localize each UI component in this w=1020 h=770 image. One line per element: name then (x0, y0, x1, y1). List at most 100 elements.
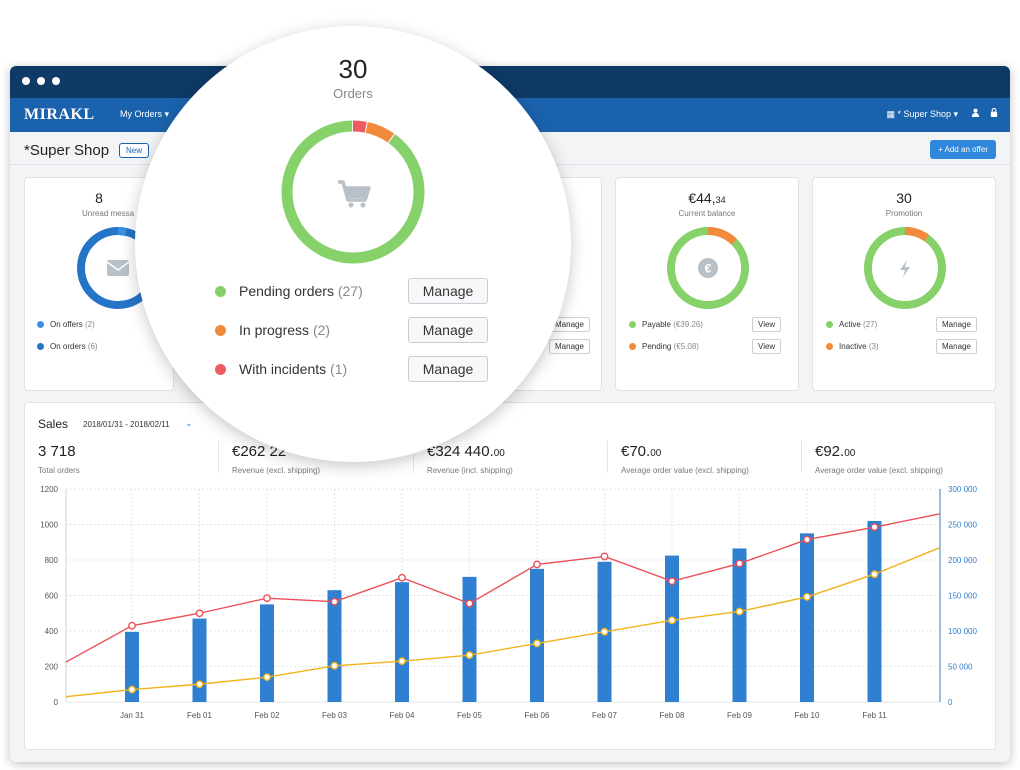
chart-bar (732, 548, 747, 702)
x-tick-label: Feb 10 (795, 711, 820, 720)
y-tick-label: 1200 (40, 485, 58, 494)
chart-bar (395, 582, 409, 702)
x-tick-label: Feb 06 (525, 711, 550, 720)
nav-my-orders[interactable]: My Orders ▾ (120, 109, 170, 119)
manage-inactive-button[interactable]: Manage (936, 339, 977, 354)
red-series-point (263, 594, 271, 603)
chevron-down-icon[interactable]: ⌄ (185, 418, 193, 428)
envelope-icon (106, 260, 130, 276)
messages-count: 8 (95, 190, 103, 206)
legend-dot (215, 286, 226, 297)
promotion-donut (864, 227, 946, 309)
x-tick-label: Feb 05 (457, 711, 482, 720)
orders-count: 30 (338, 54, 368, 84)
status-badge-new: New (119, 143, 150, 158)
legend-inactive: Inactive (3) (826, 342, 879, 351)
promotion-card: 30 Promotion Active (27) Inactive (3) Ma… (812, 177, 996, 391)
view-pending-button[interactable]: View (752, 339, 782, 354)
cart-icon (338, 180, 371, 208)
legend-payable: Payable (€39.26) (629, 320, 703, 329)
legend-dot (215, 364, 226, 375)
kpi-divider (801, 441, 802, 473)
legend-dot (215, 325, 226, 336)
orders-donut-ring (281, 120, 425, 264)
red-series-point (128, 621, 136, 630)
yellow-series-point (330, 661, 339, 670)
yellow-series-point (533, 639, 541, 648)
y-tick-label: 400 (45, 627, 59, 636)
red-series-point (533, 560, 541, 569)
yellow-series-point (870, 570, 879, 579)
yellow-series-point (735, 607, 744, 616)
x-tick-label: Feb 02 (255, 711, 280, 720)
x-tick-label: Jan 31 (120, 711, 145, 720)
mirakl-logo[interactable]: MIRAKL (24, 106, 95, 123)
promotion-value: 30 (896, 190, 912, 206)
y2-tick-label: 0 (948, 698, 953, 707)
legend-active: Active (27) (826, 320, 877, 329)
y-tick-label: 200 (45, 663, 59, 672)
legend-dot (37, 321, 44, 328)
red-series-point (668, 577, 676, 586)
y-tick-label: 800 (45, 556, 59, 565)
kpi-revenue-excl: €262 22 Revenue (excl. shipping) (232, 443, 321, 475)
x-tick-label: Feb 07 (592, 711, 617, 720)
red-series-point (398, 573, 406, 582)
window-minimize-dot[interactable] (37, 77, 45, 85)
kpi-aov-2: €92.00 Average order value (excl. shippi… (815, 443, 943, 475)
orders-magnifier: 30 Orders Pending orders (27) Manage In … (135, 26, 571, 462)
x-tick-label: Feb 09 (727, 711, 752, 720)
y2-tick-label: 200 000 (948, 556, 977, 565)
balance-donut: € (667, 227, 749, 309)
kpi-aov-1: €70.00 Average order value (excl. shippi… (621, 443, 749, 475)
lightning-icon (900, 260, 910, 277)
add-offer-button[interactable]: + Add an offer (930, 140, 996, 159)
sales-title: Sales (38, 417, 69, 431)
legend-pending-orders: Pending orders (27) (215, 283, 363, 299)
view-payable-button[interactable]: View (752, 317, 782, 332)
chart-bar (462, 576, 477, 702)
legend-on-orders: On orders (6) (37, 342, 98, 351)
y2-tick-label: 300 000 (948, 485, 977, 494)
chart-bar (530, 568, 544, 702)
red-series-point (195, 609, 204, 618)
yellow-series-point (398, 657, 406, 666)
lock-icon[interactable] (990, 107, 998, 119)
y2-tick-label: 100 000 (948, 627, 977, 636)
chart-bar (867, 520, 882, 702)
red-series-point (735, 559, 744, 568)
chart-bar (192, 618, 207, 702)
manage-pending-orders-button[interactable]: Manage (408, 278, 488, 304)
x-tick-label: Feb 04 (390, 711, 415, 720)
red-series-point (600, 552, 609, 561)
orders-donut-slice-0 (281, 120, 425, 264)
yellow-series-point (668, 616, 676, 625)
y2-tick-label: 150 000 (948, 592, 977, 601)
red-series-point (870, 523, 879, 532)
window-close-dot[interactable] (22, 77, 30, 85)
sales-card: Sales 2018/01/31 - 2018/02/11 ⌄ 3 718 To… (24, 402, 996, 750)
manage-active-button[interactable]: Manage (936, 317, 977, 332)
yellow-series-point (465, 651, 474, 660)
manage-incidents-button[interactable]: Manage (408, 356, 488, 382)
yellow-series-point (195, 680, 204, 689)
yellow-series-point (803, 593, 811, 601)
y2-tick-label: 250 000 (948, 521, 977, 530)
window-maximize-dot[interactable] (52, 77, 60, 85)
messages-label: Unread messa (82, 209, 135, 218)
legend-pending: Pending (€5.08) (629, 342, 699, 351)
sales-date-range[interactable]: 2018/01/31 - 2018/02/11 (83, 420, 170, 429)
red-series-line (65, 513, 941, 663)
manage-in-progress-button[interactable]: Manage (408, 317, 488, 343)
kpi-divider (218, 441, 219, 473)
chart-bar (800, 533, 814, 702)
manage-button[interactable]: Manage (549, 339, 590, 354)
x-tick-label: Feb 01 (187, 711, 212, 720)
balance-card: €44,34 Current balance € Payable (€39.26… (615, 177, 799, 391)
nav-shop-selector[interactable]: ▦ * Super Shop ▾ (886, 109, 958, 119)
x-tick-label: Feb 08 (660, 711, 685, 720)
yellow-series-line (65, 546, 941, 698)
user-icon[interactable] (971, 108, 980, 119)
page-title: *Super Shop (24, 142, 110, 159)
legend-on-offers: On offers (2) (37, 320, 95, 329)
